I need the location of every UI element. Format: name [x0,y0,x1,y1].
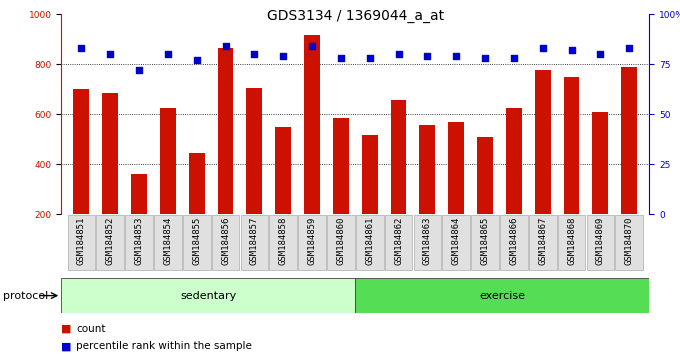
Bar [622,67,637,264]
Bar [500,215,528,270]
Text: GSM184857: GSM184857 [250,217,259,266]
Point [566,47,577,53]
Point [335,55,346,61]
Bar [211,215,239,270]
Text: count: count [76,324,105,333]
Bar [160,108,176,264]
Point [277,53,288,59]
Bar [592,112,609,264]
Bar [564,77,579,264]
Text: GDS3134 / 1369044_a_at: GDS3134 / 1369044_a_at [267,9,444,23]
Point [133,67,144,73]
Bar [362,136,377,264]
Bar [246,88,262,264]
Bar [529,215,556,270]
Point [422,53,433,59]
Bar [443,215,470,270]
Point [479,55,490,61]
Text: GSM184868: GSM184868 [567,217,576,266]
Bar [299,215,326,270]
Text: GSM184865: GSM184865 [481,217,490,266]
Point [76,45,87,51]
Bar [333,118,349,264]
Bar [189,153,205,264]
Point [595,51,606,57]
Text: GSM184858: GSM184858 [279,217,288,266]
Point [220,43,231,49]
Point [105,51,116,57]
Bar [587,215,614,270]
Bar [73,89,89,264]
Bar [183,215,211,270]
Bar [385,215,412,270]
Bar [327,215,355,270]
Text: GSM184861: GSM184861 [365,217,374,266]
Text: GSM184855: GSM184855 [192,217,201,266]
Text: GSM184862: GSM184862 [394,217,403,266]
Text: ■: ■ [61,324,71,333]
Bar [131,174,147,264]
Bar [125,215,153,270]
Bar [390,101,407,264]
Bar [420,125,435,264]
Text: GSM184869: GSM184869 [596,217,605,266]
Text: GSM184860: GSM184860 [337,217,345,266]
Bar [97,215,124,270]
Point [163,51,173,57]
Bar [356,215,384,270]
Bar [471,215,499,270]
Bar [506,108,522,264]
Text: GSM184856: GSM184856 [221,217,230,266]
Bar [477,137,493,264]
Bar [241,215,268,270]
Text: GSM184867: GSM184867 [538,217,547,266]
Bar [534,70,551,264]
Bar [304,35,320,264]
Point [307,43,318,49]
Text: exercise: exercise [479,291,526,301]
Bar [615,215,643,270]
Text: GSM184864: GSM184864 [452,217,461,266]
Point [451,53,462,59]
Bar [269,215,297,270]
Bar [218,48,233,264]
Point [509,55,520,61]
Bar [154,215,182,270]
Bar [275,127,291,264]
Point [393,51,404,57]
Text: GSM184853: GSM184853 [135,217,143,266]
Text: GSM184870: GSM184870 [625,217,634,266]
Bar [448,122,464,264]
Point [624,45,634,51]
Bar [61,278,355,313]
Bar [102,93,118,264]
Point [191,57,202,63]
Text: GSM184859: GSM184859 [307,217,317,266]
Point [364,55,375,61]
Text: GSM184866: GSM184866 [509,217,518,266]
Text: GSM184851: GSM184851 [77,217,86,266]
Text: percentile rank within the sample: percentile rank within the sample [76,341,252,351]
Text: protocol: protocol [3,291,49,301]
Bar [67,215,95,270]
Point [249,51,260,57]
Text: GSM184852: GSM184852 [105,217,115,266]
Bar [558,215,585,270]
Text: GSM184854: GSM184854 [163,217,173,266]
Point [537,45,548,51]
Text: sedentary: sedentary [180,291,237,301]
Text: GSM184863: GSM184863 [423,217,432,266]
Bar [355,278,649,313]
Text: ■: ■ [61,341,71,351]
Bar [413,215,441,270]
